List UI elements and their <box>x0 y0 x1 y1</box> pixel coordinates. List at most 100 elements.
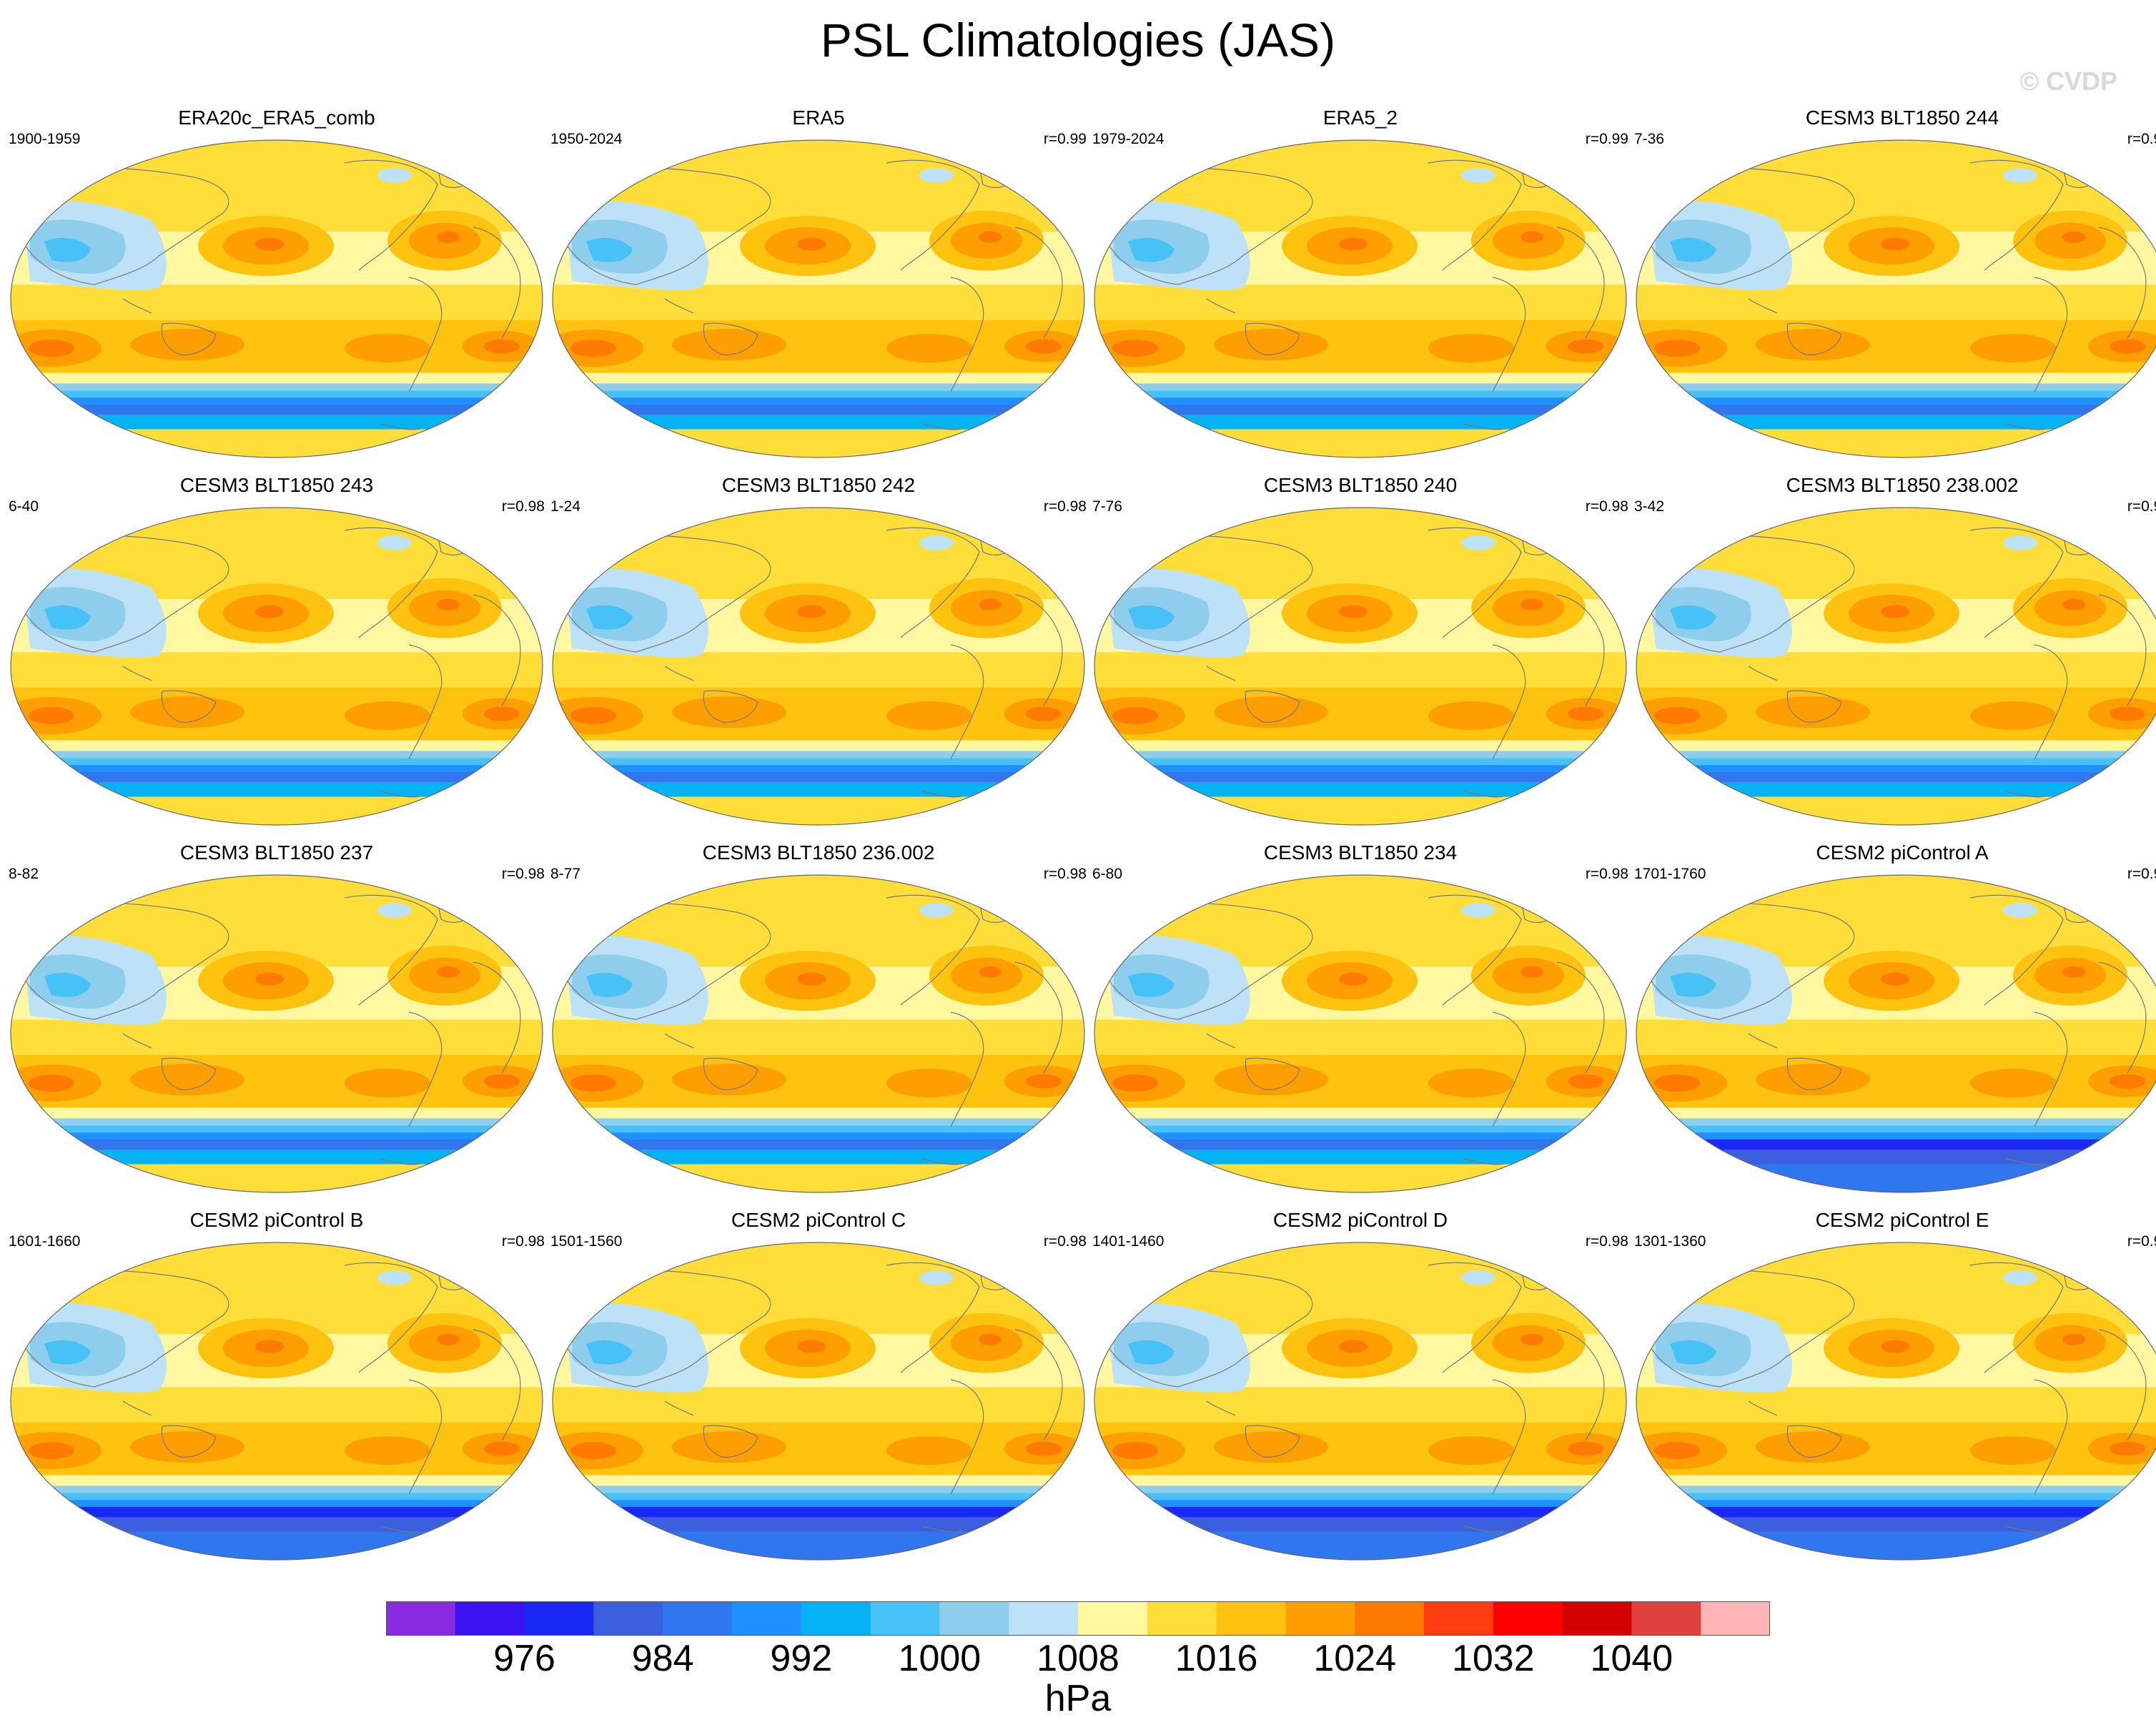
south-atlantic-high-core <box>1026 339 1062 354</box>
psl-map <box>10 1242 543 1561</box>
africa-outline <box>2098 962 2147 1074</box>
azores-high-core <box>437 231 460 243</box>
azores-high-core <box>437 598 460 611</box>
arctic-high-band <box>553 1242 1084 1292</box>
africa-outline <box>473 594 521 706</box>
panel-years: 7-76 <box>1092 498 1123 515</box>
africa-outline <box>1014 962 1063 1074</box>
panel-pattern-correlation: r=0.98 <box>501 1233 545 1250</box>
antarctic-coast-band <box>1636 782 2156 797</box>
southern-trough-band-1 <box>1094 758 1626 766</box>
psl-map <box>552 139 1085 458</box>
arctic-high-band <box>11 508 543 558</box>
azores-high-core <box>2062 231 2085 243</box>
asian-low-core <box>1128 1340 1175 1365</box>
antarctic-band <box>1636 1531 2156 1560</box>
southern-trough-edge <box>553 1486 1084 1493</box>
antarctic-band <box>553 429 1084 458</box>
colorbar-tick-label: 1032 <box>1451 1638 1535 1679</box>
africa-outline <box>1014 227 1063 339</box>
asian-low-core <box>1128 972 1175 997</box>
arctic-low-patch <box>377 903 412 918</box>
psl-map <box>552 874 1085 1193</box>
south-indian-high-core <box>1112 1442 1158 1460</box>
psl-map <box>1094 139 1627 458</box>
map-panel: CESM3 BLT1850 244 7-36 r=0.96 <box>1634 106 2156 463</box>
equatorial-band <box>553 1019 1084 1055</box>
panel-pattern-correlation: r=0.99 <box>1585 131 1628 147</box>
southern-transition-band <box>1636 372 2156 384</box>
southeast-asia-outline <box>122 666 152 681</box>
asian-low-core <box>586 237 633 262</box>
north-pacific-high-core <box>1881 605 1909 618</box>
antarctic-band <box>11 429 543 458</box>
map-border <box>1636 139 2156 458</box>
australia-high <box>672 696 786 728</box>
africa-outline <box>1556 962 1605 1074</box>
colorbar <box>386 1601 1770 1636</box>
south-pacific-high <box>1970 334 2056 363</box>
australia-high <box>672 329 786 361</box>
arctic-high-band <box>1636 875 2156 925</box>
australia-outline <box>161 1425 217 1458</box>
antarctic-coast-band <box>1094 1150 1626 1165</box>
southeast-asia-outline <box>1748 1033 1778 1049</box>
south-america-outline <box>2034 1379 2068 1495</box>
australia-high <box>1214 329 1328 361</box>
asian-low-core <box>1128 605 1175 630</box>
southern-trough-core <box>1636 772 2156 783</box>
arctic-high-band <box>1636 508 2156 558</box>
map-panel: ERA5 1950-2024 r=0.99 <box>550 106 1087 463</box>
map-border <box>10 139 543 458</box>
colorbar-tick-label: 1000 <box>898 1638 981 1679</box>
colorbar-swatch <box>1009 1601 1079 1636</box>
arctic-high-band <box>1636 140 2156 190</box>
map-border <box>1094 507 1627 826</box>
africa-outline <box>2098 227 2147 339</box>
eurasia-outline <box>1648 1270 1855 1388</box>
azores-high-core <box>979 231 1002 243</box>
eurasia-outline <box>1648 902 1855 1020</box>
southern-trough-band-2 <box>553 765 1084 772</box>
eurasia-outline <box>564 535 771 653</box>
asian-low-core <box>1128 237 1175 262</box>
southern-trough-edge <box>1094 383 1626 391</box>
map-panel: CESM3 BLT1850 234 6-80 r=0.98 <box>1092 841 1628 1198</box>
australia-outline <box>703 1057 758 1090</box>
map-border <box>1094 1242 1627 1561</box>
equatorial-band <box>1094 285 1626 320</box>
southern-trough-band-2 <box>553 397 1084 405</box>
australia-high <box>672 1064 786 1096</box>
africa-outline <box>473 1329 521 1441</box>
southern-trough-edge <box>1636 383 2156 391</box>
panel-pattern-correlation: r=0.98 <box>1585 498 1628 515</box>
southern-trough-edge <box>553 751 1084 758</box>
southern-transition-band <box>1636 740 2156 751</box>
south-pacific-high <box>886 701 972 731</box>
antarctic-band <box>1636 429 2156 458</box>
arctic-low-patch <box>919 535 954 550</box>
antarctic-coast-outline <box>380 791 420 798</box>
azores-high-core <box>979 966 1002 978</box>
colorbar-swatch <box>455 1601 525 1636</box>
panel-pattern-correlation: r=0.98 <box>1043 866 1087 882</box>
southern-trough-edge <box>1636 1486 2156 1493</box>
eurasia-outline <box>1106 1270 1313 1388</box>
southern-trough-band-1 <box>11 758 543 766</box>
colorbar-swatch <box>801 1601 871 1636</box>
south-america-outline <box>950 644 984 760</box>
southern-trough-edge <box>1636 751 2156 758</box>
colorbar-tick-label: 976 <box>493 1638 555 1679</box>
north-america-outline <box>1428 527 1522 638</box>
panel-title: CESM3 BLT1850 244 <box>1805 107 1999 129</box>
asian-low-core <box>44 1340 91 1365</box>
south-pacific-high <box>1970 701 2056 731</box>
north-pacific-high-core <box>1339 237 1368 251</box>
antarctic-coast-band <box>11 1150 543 1165</box>
southeast-asia-outline <box>664 298 694 314</box>
map-border <box>1636 507 2156 826</box>
colorbar-tick-label: 1024 <box>1313 1638 1397 1679</box>
southern-trough-core <box>11 1140 543 1150</box>
equatorial-band <box>11 1387 543 1423</box>
southern-transition-band <box>11 1475 543 1486</box>
